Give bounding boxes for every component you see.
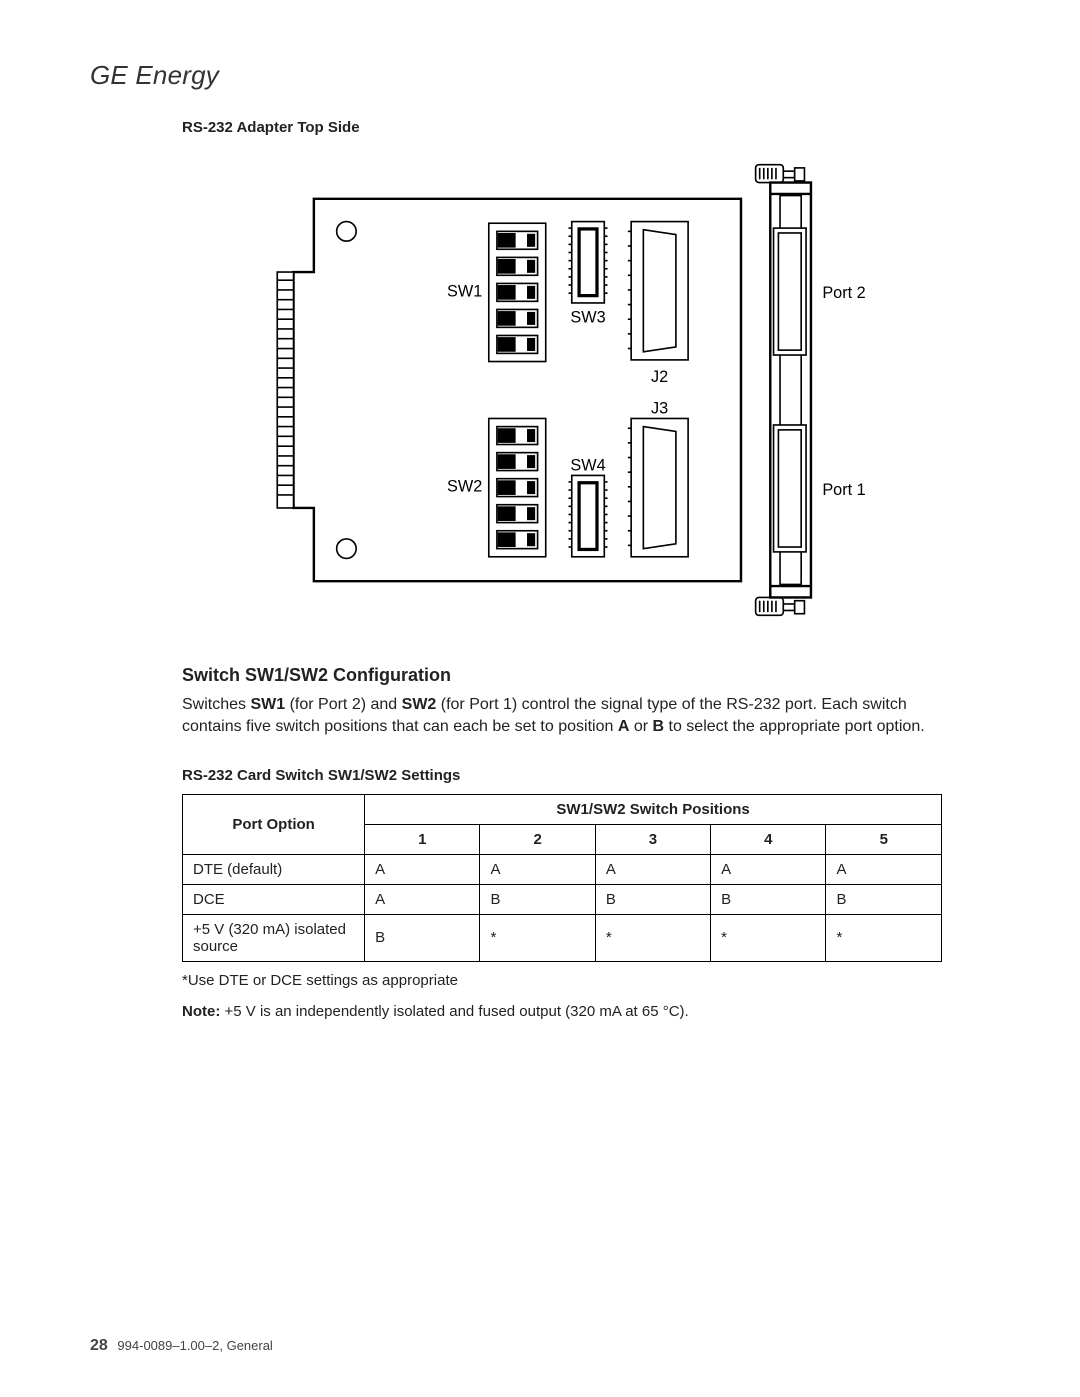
row-cell: A bbox=[480, 854, 595, 884]
j2-label: J2 bbox=[651, 368, 668, 386]
row-cell: B bbox=[595, 884, 710, 914]
row-cell: * bbox=[480, 914, 595, 961]
port2-tab bbox=[774, 228, 807, 355]
section-title: Switch SW1/SW2 Configuration bbox=[182, 665, 942, 686]
sw2-block bbox=[489, 418, 546, 556]
j3-port bbox=[628, 418, 688, 556]
row-cell: B bbox=[711, 884, 826, 914]
sw3-label: SW3 bbox=[570, 308, 605, 326]
sw2-label: SW2 bbox=[447, 478, 482, 496]
table-footnote: *Use DTE or DCE settings as appropriate bbox=[182, 972, 942, 989]
pos-3-header: 3 bbox=[595, 824, 710, 854]
port2-label: Port 2 bbox=[822, 284, 865, 302]
row-cell: * bbox=[711, 914, 826, 961]
table-note: Note: +5 V is an independently isolated … bbox=[182, 1003, 942, 1020]
row-cell: A bbox=[826, 854, 942, 884]
adapter-diagram: SW1 SW2 bbox=[182, 150, 942, 635]
row-cell: B bbox=[480, 884, 595, 914]
port-option-header: Port Option bbox=[183, 794, 365, 854]
table-row: +5 V (320 mA) isolated source B * * * * bbox=[183, 914, 942, 961]
edge-connector bbox=[277, 272, 293, 508]
pos-5-header: 5 bbox=[826, 824, 942, 854]
sw1-block bbox=[489, 223, 546, 361]
row-cell: A bbox=[595, 854, 710, 884]
sw1-label: SW1 bbox=[447, 282, 482, 300]
j3-label: J3 bbox=[651, 400, 668, 418]
screw-top bbox=[756, 165, 805, 183]
sw3-chip bbox=[569, 222, 608, 303]
row-cell: A bbox=[365, 884, 480, 914]
pos-4-header: 4 bbox=[711, 824, 826, 854]
sw4-label: SW4 bbox=[570, 457, 605, 475]
table-row: DCE A B B B B bbox=[183, 884, 942, 914]
page-number: 28 bbox=[90, 1337, 108, 1354]
j2-port bbox=[628, 222, 688, 360]
page-footer: 28 994-0089–1.00–2, General bbox=[90, 1337, 273, 1355]
port1-tab bbox=[774, 425, 807, 552]
row-cell: B bbox=[826, 884, 942, 914]
row-cell: B bbox=[365, 914, 480, 961]
row-option: DTE (default) bbox=[183, 854, 365, 884]
row-cell: A bbox=[711, 854, 826, 884]
row-cell: * bbox=[595, 914, 710, 961]
table-header-row-1: Port Option SW1/SW2 Switch Positions bbox=[183, 794, 942, 824]
table-row: DTE (default) A A A A A bbox=[183, 854, 942, 884]
pos-2-header: 2 bbox=[480, 824, 595, 854]
sw4-chip bbox=[569, 475, 608, 556]
row-cell: * bbox=[826, 914, 942, 961]
port1-label: Port 1 bbox=[822, 481, 865, 499]
switch-positions-header: SW1/SW2 Switch Positions bbox=[365, 794, 942, 824]
doc-id: 994-0089–1.00–2, General bbox=[117, 1338, 272, 1353]
row-option: +5 V (320 mA) isolated source bbox=[183, 914, 365, 961]
switch-settings-table: Port Option SW1/SW2 Switch Positions 1 2… bbox=[182, 794, 942, 962]
figure-title: RS-232 Adapter Top Side bbox=[182, 119, 942, 136]
table-title: RS-232 Card Switch SW1/SW2 Settings bbox=[182, 767, 942, 784]
screw-bottom bbox=[756, 597, 805, 615]
section-paragraph: Switches SW1 (for Port 2) and SW2 (for P… bbox=[182, 694, 942, 739]
row-cell: A bbox=[365, 854, 480, 884]
row-option: DCE bbox=[183, 884, 365, 914]
brand-title: GE Energy bbox=[90, 60, 990, 91]
pos-1-header: 1 bbox=[365, 824, 480, 854]
